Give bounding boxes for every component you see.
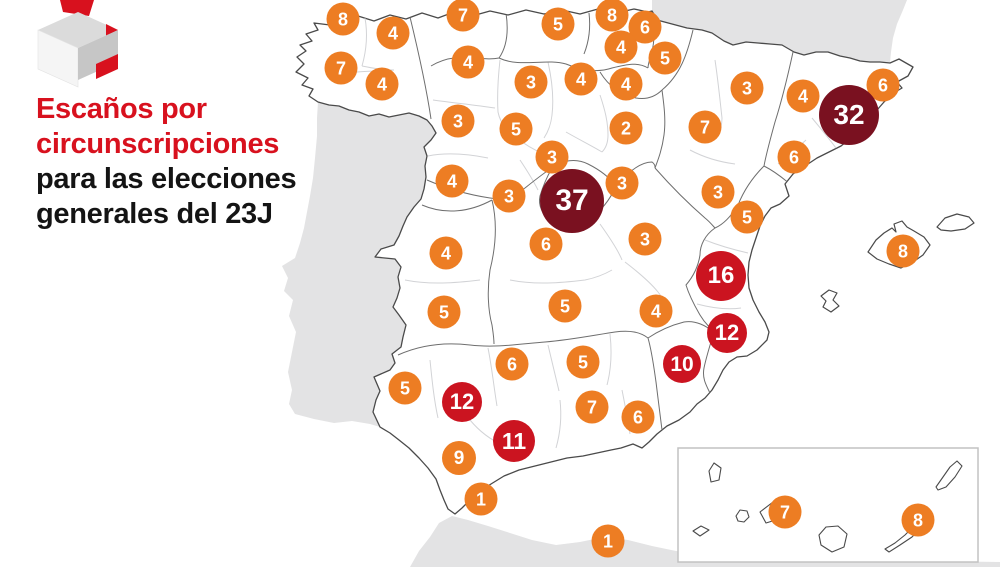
- seat-badge-guadalajara: 3: [605, 166, 639, 200]
- seat-badge-sevilla: 12: [442, 382, 482, 422]
- portugal-landmass: [282, 102, 436, 427]
- ballot-paper: [60, 0, 94, 16]
- seat-badge-cadiz: 9: [442, 441, 476, 475]
- seat-badge-soria: 2: [609, 111, 643, 145]
- seat-badge-huesca: 3: [730, 71, 764, 105]
- seat-badge-ceuta: 1: [464, 482, 498, 516]
- seat-badge-leon: 4: [451, 45, 485, 79]
- seat-badge-madrid: 37: [540, 169, 604, 233]
- seat-badge-huelva: 5: [388, 371, 422, 405]
- seat-badge-salamanca: 4: [435, 164, 469, 198]
- ibiza-island: [820, 289, 840, 313]
- seat-badge-tarragona: 6: [777, 140, 811, 174]
- seat-badge-asturias: 7: [446, 0, 480, 32]
- seat-badge-palencia: 3: [514, 65, 548, 99]
- seat-badge-cuenca: 3: [628, 222, 662, 256]
- seat-badge-murcia: 10: [663, 345, 701, 383]
- seat-badge-vizcaya: 8: [595, 0, 629, 32]
- seat-badge-burgos: 4: [564, 62, 598, 96]
- seat-badge-zaragoza: 7: [688, 110, 722, 144]
- la-palma-island: [708, 462, 722, 483]
- menorca-island: [936, 213, 975, 232]
- france-landmass: [652, 0, 907, 63]
- seat-badge-cantabria: 5: [541, 7, 575, 41]
- title-line-2: circunscripciones: [36, 128, 280, 160]
- seat-badge-las-palmas: 8: [901, 503, 935, 537]
- ballot-box-top-accent: [106, 24, 118, 36]
- seat-badge-zamora: 3: [441, 104, 475, 138]
- seat-badge-toledo: 6: [529, 227, 563, 261]
- seat-badge-la-rioja: 4: [609, 67, 643, 101]
- lanzarote-island: [935, 460, 963, 491]
- el-hierro-island: [692, 525, 710, 537]
- seat-badge-alicante: 12: [707, 313, 747, 353]
- seat-badge-alava: 4: [604, 30, 638, 64]
- africa-landmass: [410, 516, 1000, 567]
- seat-badge-ourense: 4: [365, 67, 399, 101]
- ballot-box-front: [37, 29, 79, 88]
- canary-inset: [677, 447, 979, 563]
- seat-badge-jaen: 5: [566, 345, 600, 379]
- seat-badge-illes-balears: 8: [886, 234, 920, 268]
- la-gomera-island: [735, 509, 750, 523]
- seat-badge-albacete: 4: [639, 294, 673, 328]
- title-line-1: Escaños por: [36, 93, 207, 125]
- seat-badge-almeria: 6: [621, 400, 655, 434]
- seat-badge-caceres: 4: [429, 236, 463, 270]
- seat-badge-granada: 7: [575, 390, 609, 424]
- ballot-box-side: [78, 30, 118, 80]
- seat-badge-cordoba: 6: [495, 347, 529, 381]
- seat-badge-santa-cruz-de-tenerife: 7: [768, 495, 802, 529]
- seat-badge-badajoz: 5: [427, 295, 461, 329]
- title-line-3: para las elecciones: [36, 163, 297, 195]
- seat-badge-lleida: 4: [786, 79, 820, 113]
- seat-badge-ciudad-real: 5: [548, 289, 582, 323]
- gran-canaria-island: [818, 525, 848, 553]
- seat-badge-segovia: 3: [535, 140, 569, 174]
- ballot-box-icon: [36, 0, 120, 88]
- ballot-box-side-accent: [96, 54, 118, 79]
- title-line-4: generales del 23J: [36, 198, 273, 230]
- seat-badge-navarra: 5: [648, 41, 682, 75]
- seat-badge-avila: 3: [492, 179, 526, 213]
- seat-badge-valladolid: 5: [499, 112, 533, 146]
- seat-badge-pontevedra: 7: [324, 51, 358, 85]
- seat-badge-melilla: 1: [591, 524, 625, 558]
- seat-badge-a-coruna: 8: [326, 2, 360, 36]
- seat-badge-malaga: 11: [493, 420, 535, 462]
- infographic-title: Escaños por circunscripciones para las e…: [36, 92, 297, 232]
- seat-badge-barcelona: 32: [819, 85, 879, 145]
- seat-badge-teruel: 3: [701, 175, 735, 209]
- seat-badge-castellon: 5: [730, 200, 764, 234]
- seat-badge-valencia: 16: [696, 251, 746, 301]
- seat-badge-lugo: 4: [376, 16, 410, 50]
